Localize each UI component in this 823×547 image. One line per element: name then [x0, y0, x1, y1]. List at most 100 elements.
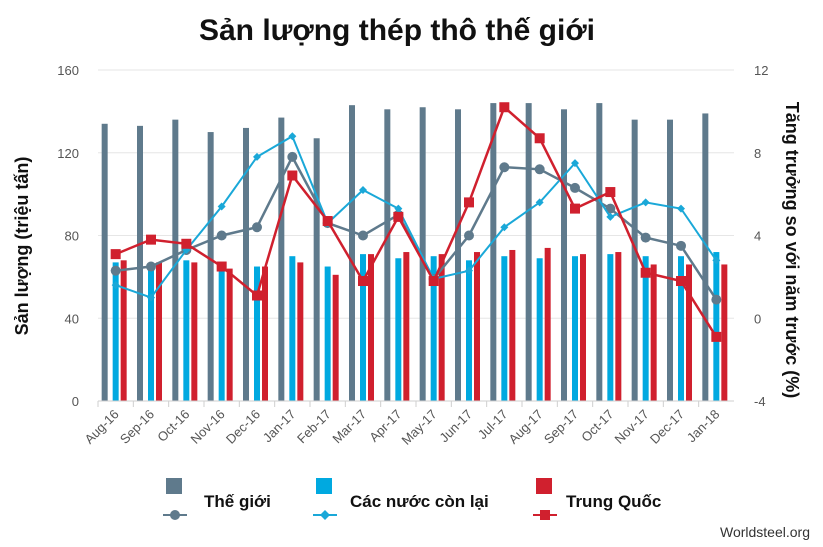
x-tick-label: Aug-16	[82, 407, 122, 447]
x-tick-label: Apr-17	[366, 407, 404, 445]
bar	[580, 254, 586, 401]
data-point	[217, 202, 226, 211]
bar	[148, 264, 154, 401]
data-point	[571, 159, 579, 168]
data-point	[394, 204, 403, 213]
bar	[438, 254, 445, 401]
bar	[137, 125, 143, 401]
bar	[419, 107, 426, 402]
x-tick-label: Nov-17	[612, 407, 652, 447]
data-point	[111, 281, 120, 290]
data-point	[641, 198, 650, 207]
bar	[572, 256, 578, 401]
data-point	[110, 249, 121, 260]
bar	[226, 268, 233, 401]
bar	[509, 249, 516, 401]
x-tick-label: Sep-16	[117, 407, 157, 447]
bar	[395, 258, 402, 401]
chart-title: Sản lượng thép thô thế giới	[199, 14, 595, 47]
data-point	[358, 230, 368, 241]
bar	[262, 266, 268, 401]
bar	[525, 103, 532, 401]
source-credit: Worldsteel.org	[720, 524, 810, 540]
bar	[615, 252, 622, 401]
x-tick-label: Oct-16	[154, 407, 192, 445]
x-tick-label: Jun-17	[436, 407, 475, 446]
bar	[297, 262, 304, 401]
bar	[702, 113, 709, 401]
data-point	[465, 266, 473, 275]
series-line	[115, 105, 718, 338]
data-point	[288, 132, 297, 141]
legend-marker-world	[170, 510, 180, 520]
bar	[313, 138, 320, 402]
bar	[544, 247, 551, 401]
data-point	[500, 223, 509, 232]
bars	[101, 103, 728, 402]
data-point	[711, 294, 722, 305]
y-tick-label: 120	[57, 146, 79, 161]
x-tick-label: Oct-17	[578, 407, 616, 445]
bar	[101, 123, 108, 401]
bar	[667, 119, 673, 402]
y2-tick-label: -4	[754, 394, 766, 409]
lines	[110, 102, 722, 342]
data-point	[534, 164, 545, 175]
x-tick-label: Sep-17	[541, 407, 581, 447]
bar	[183, 260, 190, 401]
bar	[403, 252, 410, 401]
legend-label-rest: Các nước còn lại	[350, 492, 489, 511]
data-point	[359, 185, 367, 194]
bar	[650, 264, 657, 401]
legend-marker-china	[540, 510, 550, 520]
bar	[490, 103, 497, 401]
bar	[289, 256, 296, 401]
data-point	[712, 256, 721, 265]
bar	[466, 260, 472, 401]
data-point	[287, 170, 298, 181]
bar	[332, 274, 339, 401]
data-point	[110, 265, 121, 276]
data-point	[677, 204, 685, 213]
data-point	[606, 212, 615, 221]
x-tick-label: Mar-17	[329, 407, 369, 447]
bar	[384, 109, 391, 402]
bar	[678, 256, 684, 401]
bar	[278, 117, 285, 402]
bar	[561, 109, 567, 402]
bar	[324, 266, 331, 401]
data-point	[322, 216, 333, 227]
x-tick-label: Dec-16	[223, 407, 263, 447]
bar	[191, 262, 198, 401]
bar	[430, 256, 437, 401]
bar	[218, 266, 225, 401]
bar	[474, 252, 480, 401]
y2-tick-label: 4	[754, 229, 761, 244]
bar	[172, 119, 179, 402]
data-point	[534, 133, 545, 144]
data-point	[711, 331, 722, 342]
data-point	[605, 187, 616, 198]
legend-swatch-rest-bar	[316, 478, 332, 494]
data-point	[605, 203, 616, 214]
bar	[120, 260, 127, 401]
x-tick-label: Nov-16	[188, 407, 228, 447]
y-tick-label: 160	[57, 63, 79, 78]
data-point	[535, 198, 544, 207]
bar	[360, 254, 366, 401]
bar	[207, 132, 214, 401]
y-tick-label: 80	[65, 229, 79, 244]
legend-label-world: Thế giới	[204, 492, 271, 511]
bar	[501, 256, 508, 401]
bar	[642, 256, 649, 401]
data-point	[253, 152, 261, 161]
y2-axis-title: Tăng trưởng so với năm trước (%)	[782, 102, 802, 398]
data-point	[464, 230, 474, 241]
data-point	[252, 290, 262, 301]
bar	[607, 254, 614, 401]
bar	[713, 252, 720, 401]
data-point	[676, 276, 686, 287]
legend: Thế giới Các nước còn lại Trung Quốc	[163, 478, 661, 520]
legend-marker-rest	[320, 510, 330, 520]
